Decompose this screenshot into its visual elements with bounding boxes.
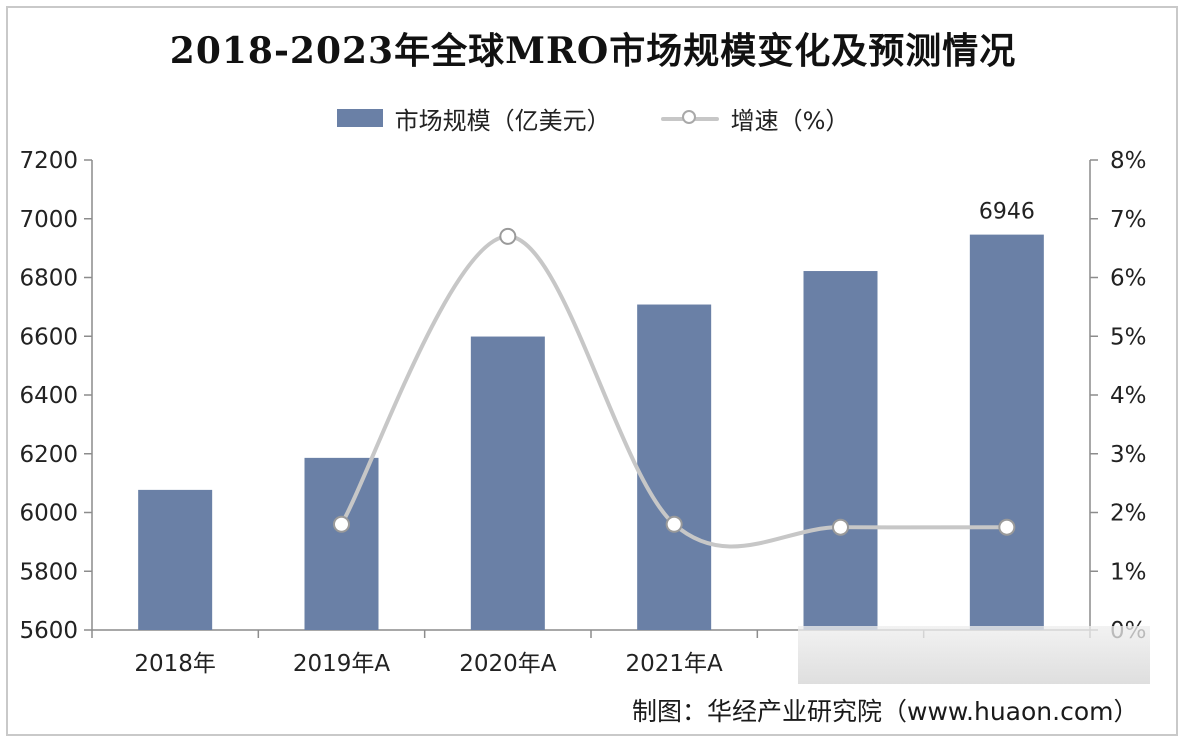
y-right-tick-label: 7%: [1110, 207, 1147, 233]
y-right-tick-label: 3%: [1110, 442, 1147, 468]
growth-rate-point: [333, 515, 350, 533]
bar-market-size: [969, 234, 1044, 631]
bar-market-size: [304, 457, 379, 630]
y-left-tick-label: 6600: [19, 324, 78, 350]
y-left-tick-label: 6400: [19, 383, 78, 409]
y-right-tick-label: 8%: [1110, 148, 1147, 174]
data-label: 6946: [979, 200, 1035, 225]
x-tick-label: 2019年A: [293, 651, 391, 677]
x-tick-label: 2018年: [134, 651, 216, 677]
y-right-tick-label: 4%: [1110, 383, 1147, 409]
chart-legend: 市场规模（亿美元） 增速（%）: [0, 100, 1186, 136]
legend-swatch-line: [660, 109, 719, 127]
y-right-tick-label: 6%: [1110, 266, 1147, 292]
y-left-tick-label: 6800: [19, 266, 78, 292]
y-left-tick-label: 7200: [19, 148, 78, 174]
legend-item-growth-rate: 增速（%）: [660, 101, 850, 136]
source-caption: 制图：华经产业研究院（www.huaon.com）: [632, 697, 1139, 726]
legend-label-growth-rate: 增速（%）: [730, 106, 850, 135]
watermark-overlay: [798, 626, 1150, 684]
growth-rate-line: [339, 234, 1009, 549]
x-tick-label: 2020年A: [459, 651, 557, 677]
bar-market-size: [138, 489, 213, 630]
y-left-tick-label: 6000: [19, 501, 78, 527]
legend-label-market-size: 市场规模（亿美元）: [394, 106, 611, 135]
y-left-tick-label: 5800: [19, 559, 78, 585]
y-left-tick-label: 5600: [19, 618, 78, 644]
growth-rate-point: [832, 518, 849, 536]
y-right-tick-label: 5%: [1110, 324, 1147, 350]
x-tick-label: 2021年A: [626, 651, 724, 677]
y-left-tick-label: 6200: [19, 442, 78, 468]
legend-item-market-size: 市场规模（亿美元）: [336, 101, 611, 136]
y-left-tick-label: 7000: [19, 207, 78, 233]
growth-rate-point: [499, 227, 517, 245]
bar-market-size: [470, 336, 545, 630]
growth-rate-point: [998, 518, 1016, 536]
legend-swatch-bar: [336, 109, 383, 127]
y-right-tick-label: 1%: [1110, 559, 1147, 585]
y-right-tick-label: 2%: [1110, 501, 1147, 527]
growth-rate-point: [665, 515, 683, 533]
bar-market-size: [637, 304, 712, 630]
bar-market-size: [803, 271, 878, 630]
chart-title: 2018-2023年全球MRO市场规模变化及预测情况: [169, 30, 1017, 72]
